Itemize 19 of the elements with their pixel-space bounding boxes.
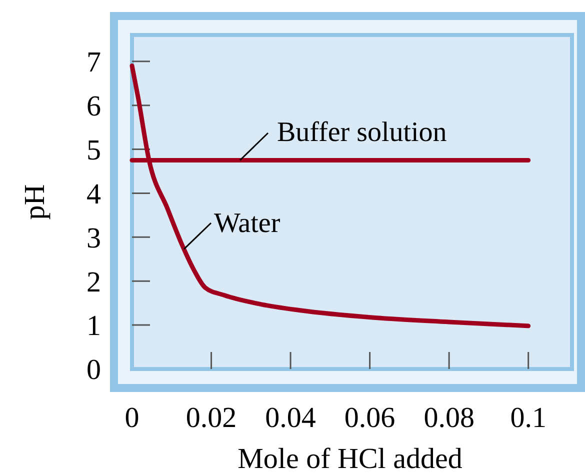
series-label: Water (214, 208, 281, 239)
y-tick-label: 1 (86, 310, 101, 342)
x-tick-label: 0 (124, 402, 140, 434)
y-tick-label: 0 (86, 354, 101, 386)
x-tick-label: 0.06 (344, 402, 396, 434)
series-label: Buffer solution (277, 117, 447, 148)
y-tick-label: 3 (86, 222, 101, 254)
y-tick-label: 7 (86, 46, 101, 79)
y-tick-label: 5 (86, 134, 101, 166)
x-tick-label: 0.04 (265, 402, 316, 434)
y-tick-label: 6 (86, 90, 101, 122)
x-tick-label: 0.02 (186, 402, 237, 434)
y-axis-title: pH (19, 184, 51, 220)
y-tick-label: 4 (86, 178, 102, 210)
line-series (130, 64, 531, 328)
x-axis-title: Mole of HCl added (238, 443, 463, 473)
x-tick-label: 0.08 (424, 402, 474, 434)
x-tick-label: 0.1 (510, 402, 546, 434)
y-tick-label: 2 (86, 266, 101, 298)
